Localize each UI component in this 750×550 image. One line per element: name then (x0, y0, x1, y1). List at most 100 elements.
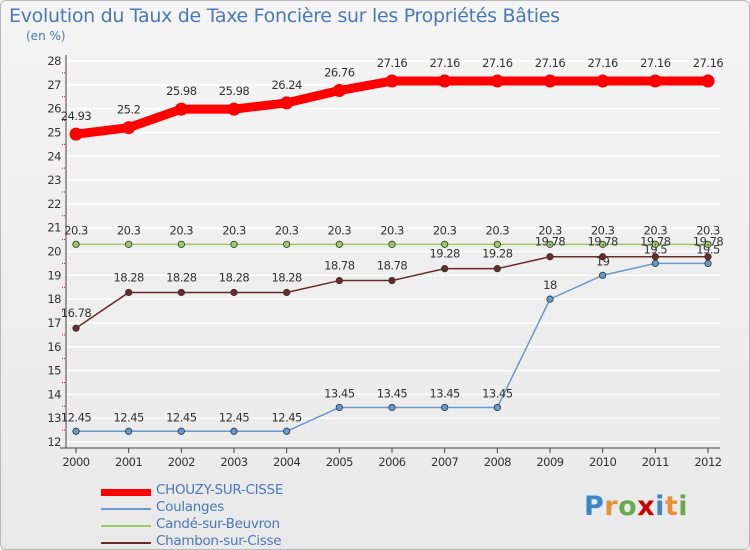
y-tick-label: 14 (47, 387, 61, 401)
data-point (547, 254, 553, 260)
y-tick-label: 19 (47, 268, 61, 282)
legend-swatch (101, 542, 151, 544)
data-label: 18 (543, 278, 557, 292)
data-point (491, 75, 504, 88)
data-label: 13.45 (482, 386, 513, 400)
series-chouzy-sur-cisse: 24.93 25.2 25.98 25.98 26.24 26.76 27.16 27.16 2… (61, 56, 724, 141)
data-point (702, 75, 715, 88)
data-label: 12.45 (271, 410, 302, 424)
data-point (652, 260, 658, 266)
y-tick-label: 15 (47, 364, 61, 378)
data-label: 20.3 (486, 223, 510, 237)
legend-label: CHOUZY-SUR-CISSE (156, 482, 283, 498)
x-tick-label: 2002 (168, 455, 195, 469)
data-label: 24.93 (61, 109, 92, 123)
y-tick-label: 12 (47, 435, 61, 449)
data-label: 13.45 (429, 386, 460, 400)
logo-letter: x (637, 491, 655, 522)
proxiti-logo: Proxiti (584, 491, 688, 522)
data-label: 13.45 (377, 386, 408, 400)
data-point (652, 254, 658, 260)
data-point (441, 404, 447, 410)
data-point (494, 265, 500, 271)
data-point (386, 75, 399, 88)
data-point (547, 296, 553, 302)
data-point (336, 404, 342, 410)
x-tick-label: 2008 (484, 455, 511, 469)
y-tick-label: 13 (47, 411, 61, 425)
data-label: 20.3 (328, 223, 352, 237)
data-point (125, 289, 131, 295)
data-point (231, 289, 237, 295)
data-label: 27.16 (640, 56, 671, 70)
data-point (494, 404, 500, 410)
series-chambon-sur-cisse: 16.7818.28 18.28 18.28 18.2818.78 18.7819.28… (61, 235, 724, 332)
y-tick-label: 27 (47, 78, 61, 92)
y-tick-label: 21 (47, 221, 61, 235)
data-point (283, 241, 289, 247)
data-label: 26.24 (271, 78, 302, 92)
data-label: 25.98 (166, 84, 197, 98)
data-label: 18.28 (271, 270, 302, 284)
data-label: 19.28 (482, 247, 513, 261)
data-point (333, 84, 346, 97)
data-label: 18.28 (113, 270, 144, 284)
chart-plot: 12 13 14 15 16 17 18 19 20 21 22 23 24 25 26 27 28 2000 20… (1, 1, 750, 481)
data-point (228, 103, 241, 116)
data-label: 27.16 (429, 56, 460, 70)
data-label: 18.28 (166, 270, 197, 284)
y-tick-label: 22 (47, 197, 61, 211)
data-label: 18.28 (219, 270, 250, 284)
data-label: 18.78 (324, 259, 355, 273)
data-point (73, 241, 79, 247)
data-point (280, 96, 293, 109)
x-tick-label: 2000 (62, 455, 89, 469)
data-point (705, 254, 711, 260)
data-point (544, 75, 557, 88)
data-point (178, 241, 184, 247)
data-label: 27.16 (587, 56, 618, 70)
data-label: 27.16 (535, 56, 566, 70)
legend-label: Coulanges (156, 499, 224, 515)
data-label: 20.3 (275, 223, 299, 237)
data-point (73, 325, 79, 331)
data-point (122, 121, 135, 134)
legend-label: Chambon-sur-Cisse (156, 533, 281, 549)
x-tick-label: 2007 (431, 455, 458, 469)
data-label: 20.3 (64, 223, 88, 237)
data-point (441, 265, 447, 271)
chart-frame: Evolution du Taux de Taxe Foncière sur l… (0, 0, 750, 550)
data-label: 20.3 (170, 223, 194, 237)
x-tick-label: 2001 (115, 455, 142, 469)
data-label: 19.78 (693, 235, 724, 249)
data-point (389, 241, 395, 247)
y-tick-label: 17 (47, 316, 61, 330)
data-point (596, 75, 609, 88)
data-label: 12.45 (219, 410, 250, 424)
data-label: 20.3 (380, 223, 404, 237)
logo-letter: t (665, 491, 678, 522)
y-tick-label: 20 (47, 245, 61, 259)
data-label: 25.98 (219, 84, 250, 98)
legend-label: Candé-sur-Beuvron (156, 516, 280, 532)
data-point (599, 272, 605, 278)
data-label: 12.45 (166, 410, 197, 424)
x-tick-label: 2004 (273, 455, 300, 469)
data-point (178, 289, 184, 295)
data-point (283, 428, 289, 434)
data-point (705, 260, 711, 266)
data-point (389, 404, 395, 410)
x-tick-label: 2009 (536, 455, 563, 469)
x-tick-label: 2005 (326, 455, 353, 469)
data-point (231, 241, 237, 247)
data-label: 25.2 (117, 103, 141, 117)
y-tick-label: 26 (47, 102, 61, 116)
data-point (389, 277, 395, 283)
data-label: 12.45 (61, 410, 92, 424)
y-tick-label: 28 (47, 54, 61, 68)
y-tick-label: 18 (47, 292, 61, 306)
data-point (336, 241, 342, 247)
data-label: 16.78 (61, 306, 92, 320)
data-label: 20.3 (117, 223, 141, 237)
data-point (175, 103, 188, 116)
